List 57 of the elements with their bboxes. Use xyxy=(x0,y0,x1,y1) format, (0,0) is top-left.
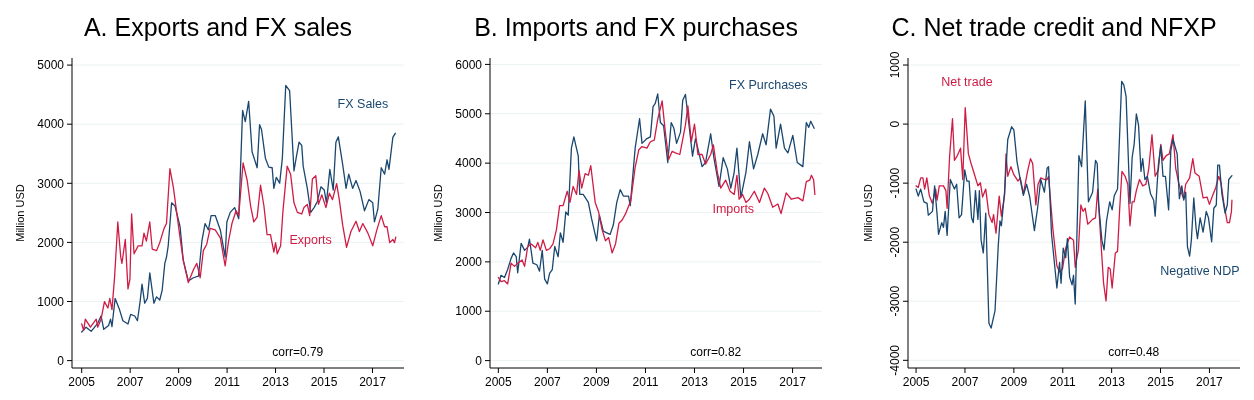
y-tick-label: 1000 xyxy=(888,51,902,79)
x-tick-label: 2005 xyxy=(68,375,96,389)
x-tick-label: 2015 xyxy=(1147,375,1175,389)
y-axis-title: Million USD xyxy=(862,184,874,242)
x-tick-label: 2007 xyxy=(534,375,562,389)
chart-title: B. Imports and FX purchases xyxy=(474,13,798,41)
text: Net trade xyxy=(941,74,993,89)
line-series xyxy=(81,162,397,331)
y-tick-label: -3000 xyxy=(888,285,902,317)
y-tick-label: 4000 xyxy=(455,156,483,171)
y-tick-label: 3000 xyxy=(37,176,65,191)
series-label: Exports xyxy=(289,233,332,247)
series-label: Imports xyxy=(712,202,755,216)
chart-title: C. Net trade credit and NFXP xyxy=(891,13,1217,41)
annotation: corr=0.82 xyxy=(690,345,742,359)
y-tick-label: 2000 xyxy=(455,255,483,270)
x-tick-label: 2017 xyxy=(359,375,387,389)
y-tick-label: 0 xyxy=(475,353,483,368)
chart-title: A. Exports and FX sales xyxy=(83,13,353,41)
x-tick-label: 2009 xyxy=(1000,375,1028,389)
x-tick-label: 2017 xyxy=(779,375,807,389)
x-tick-label: 2005 xyxy=(902,375,930,389)
y-tick-label: 5000 xyxy=(455,106,483,121)
y-tick-label: 1000 xyxy=(37,294,65,309)
y-tick-label: 3000 xyxy=(455,205,483,220)
y-axis-title: Million USD xyxy=(432,184,444,242)
y-tick-label: 4000 xyxy=(37,117,65,132)
x-tick-label: 2011 xyxy=(1049,375,1076,389)
y-tick-label: 5000 xyxy=(37,58,65,73)
x-tick-label: 2011 xyxy=(632,375,659,389)
x-tick-label: 2013 xyxy=(1098,375,1126,389)
x-tick-label: 2015 xyxy=(310,375,338,389)
series-label: Negative NDP xyxy=(1160,264,1240,278)
y-tick-label: 0 xyxy=(888,120,902,128)
x-tick-label: 2017 xyxy=(1196,375,1224,389)
x-tick-label: 2005 xyxy=(484,375,513,389)
y-tick-label: 0 xyxy=(57,353,65,368)
x-tick-label: 2013 xyxy=(262,375,290,389)
y-tick-label: -1000 xyxy=(888,167,902,199)
y-axis-title: Million USD xyxy=(14,184,26,242)
y-tick-label: 2000 xyxy=(37,235,65,250)
series-label: FX Sales xyxy=(337,96,389,111)
line-series xyxy=(81,84,396,333)
x-tick-label: 2011 xyxy=(214,375,241,389)
x-tick-label: 2013 xyxy=(681,375,709,389)
annotation: corr=0.79 xyxy=(272,345,324,359)
y-tick-label: -2000 xyxy=(888,226,902,258)
x-tick-label: 2007 xyxy=(951,375,979,389)
series-label: FX Purchases xyxy=(729,78,808,92)
y-tick-label: 1000 xyxy=(455,304,483,319)
y-tick-label: -4000 xyxy=(888,344,902,376)
x-tick-label: 2015 xyxy=(730,375,758,389)
x-tick-label: 2009 xyxy=(583,375,611,389)
x-tick-label: 2009 xyxy=(165,375,193,389)
x-tick-label: 2007 xyxy=(116,375,144,389)
y-tick-label: 6000 xyxy=(455,57,483,72)
annotation: corr=0.48 xyxy=(1108,345,1160,359)
